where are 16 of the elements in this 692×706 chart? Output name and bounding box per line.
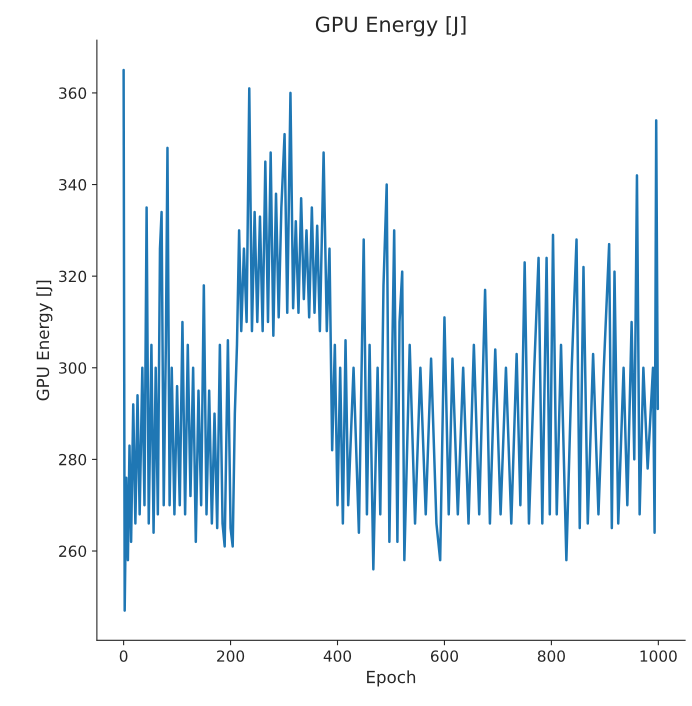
y-tick-label: 280 xyxy=(59,454,86,466)
y-tick-label: 320 xyxy=(59,270,86,282)
y-tick-label: 360 xyxy=(59,87,86,99)
y-axis-title: GPU Energy [J] xyxy=(36,280,52,400)
x-tick-label: 200 xyxy=(217,650,244,662)
x-tick-label: 800 xyxy=(538,650,565,662)
chart-title: GPU Energy [J] xyxy=(316,16,466,36)
x-tick-label: 600 xyxy=(430,650,458,662)
x-tick-label: 1000 xyxy=(640,650,677,662)
x-tick-label: 400 xyxy=(324,650,352,662)
y-tick-label: 300 xyxy=(59,362,86,374)
x-tick-label: 0 xyxy=(120,650,128,662)
y-tick-label: 340 xyxy=(59,179,86,191)
x-axis-title: Epoch xyxy=(367,670,416,687)
y-tick-label: 260 xyxy=(59,545,86,558)
line-series xyxy=(122,68,660,612)
